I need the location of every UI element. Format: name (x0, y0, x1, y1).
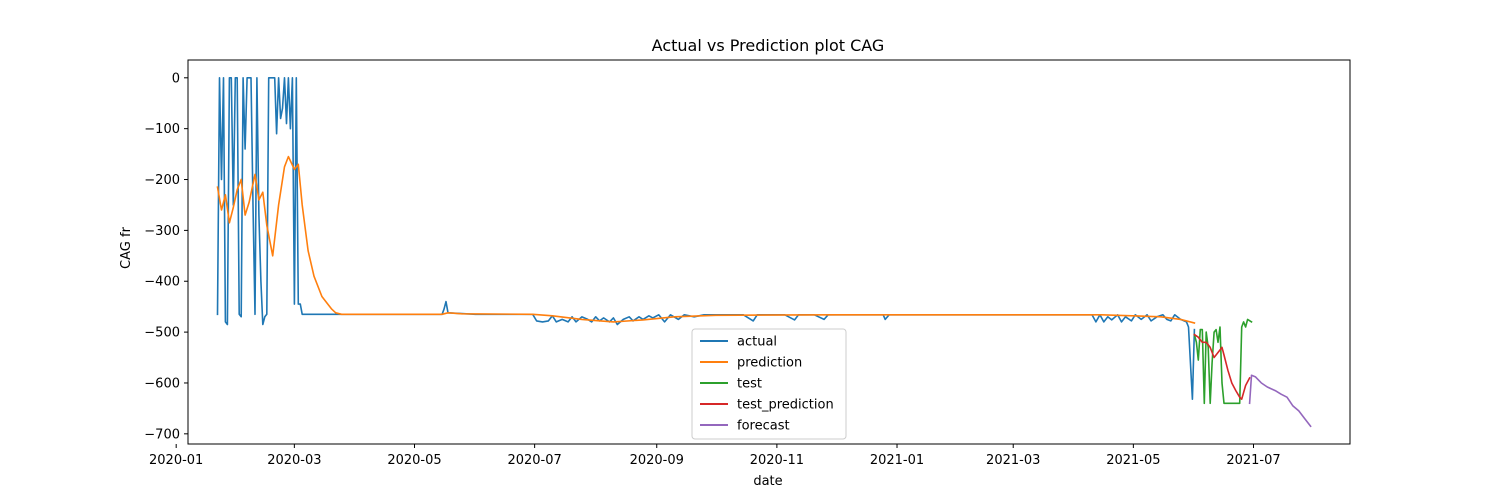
axes: 2020-01 2020-03 2020-05 2020-07 2020-09 2020-… (144, 59, 1351, 468)
series-line-forecast (1248, 374, 1312, 428)
y-tick-label: −100 (144, 122, 180, 137)
y-tick-label: −400 (144, 275, 180, 290)
y-tick-label: −200 (144, 173, 180, 188)
x-tick-label: 2021-07 (1226, 453, 1280, 468)
plot-frame (187, 59, 1351, 445)
x-tick-label: 2021-05 (1106, 453, 1160, 468)
x-axis-label: date (753, 474, 782, 489)
chart-title: Actual vs Prediction plot CAG (652, 36, 885, 55)
x-tick-label: 2020-03 (267, 453, 321, 468)
legend-label: prediction (737, 356, 802, 371)
y-tick-label: 0 (172, 71, 180, 86)
legend: actual prediction test test_predictionforec… (691, 328, 847, 440)
x-tick-label: 2020-11 (750, 453, 804, 468)
y-tick-label: −700 (144, 427, 180, 442)
series-line-actual (216, 77, 1196, 401)
series-line-test-prediction (1193, 333, 1251, 401)
series-line-test (1193, 318, 1253, 405)
y-axis-label: CAG fr (119, 226, 134, 269)
y-tick-label: −600 (144, 376, 180, 391)
series-layer (216, 77, 1312, 428)
series-line-prediction (216, 155, 1196, 324)
x-tick-label: 2021-01 (870, 453, 924, 468)
legend-label: test_prediction (737, 398, 834, 413)
legend-box (691, 328, 847, 440)
x-tick-label: 2020-07 (507, 453, 561, 468)
x-tick-label: 2020-09 (630, 453, 684, 468)
legend-label: actual (737, 335, 777, 350)
legend-label: forecast (737, 419, 790, 434)
x-tick-label: 2021-03 (986, 453, 1040, 468)
y-tick-label: −300 (144, 224, 180, 239)
x-tick-label: 2020-05 (387, 453, 441, 468)
legend-label: test (737, 377, 762, 392)
x-tick-label: 2020-01 (149, 453, 203, 468)
y-tick-label: −500 (144, 326, 180, 341)
